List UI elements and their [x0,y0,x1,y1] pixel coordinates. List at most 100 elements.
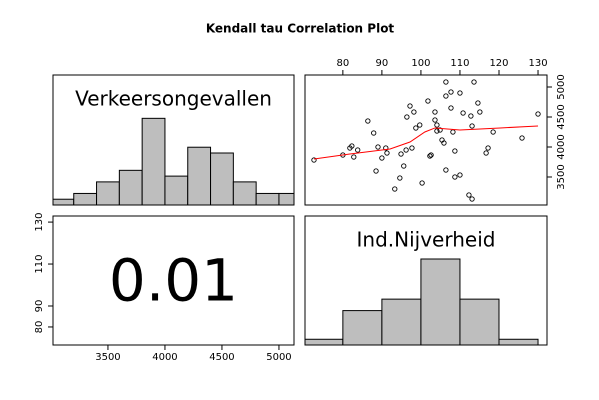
histogram-bar [53,198,75,205]
scatter-point [384,150,390,156]
panel-content [53,117,294,205]
scatter-point [432,109,438,115]
x-tick-label: 90 [376,58,389,69]
scatter-point [413,125,419,131]
scatter-point [411,109,417,115]
scatter-point [409,145,415,151]
scatter-point [375,144,381,150]
correlation-value: 0.01 [109,247,238,315]
scatter-point [437,127,443,133]
scatter-point [428,152,434,158]
scatter-point [443,93,449,99]
x-tick-label: 4000 [152,352,177,363]
histogram-bar [232,181,257,205]
y-tick-label: 110 [34,254,45,273]
scatter-point [452,174,458,180]
scatter-point [471,79,477,85]
scatter-point [355,147,361,153]
scatter-point [434,122,440,128]
histogram-bar [255,192,280,205]
histogram-bar [118,169,143,205]
panel-content [305,258,539,345]
scatter-point [419,180,425,186]
scatter-point [432,117,438,123]
scatter-point [457,172,463,178]
histogram-bar [459,298,500,345]
scatter-point [351,154,357,160]
scatter-point [460,110,466,116]
y-tick-label: 4500 [556,104,567,129]
scatter-point [448,89,454,95]
y-tick-label: 90 [34,300,45,313]
scatter-point [434,128,440,134]
scatter-point [490,129,496,135]
scatter-point [457,90,463,96]
y-tick-label: 3500 [556,164,567,189]
histogram-bar [305,338,344,345]
scatter-point [469,123,475,129]
scatter-point [483,150,489,156]
x-tick-label: 100 [411,58,430,69]
panel-frame [304,215,548,346]
scatter-point [398,151,404,157]
scatter-point [404,114,410,120]
scatter-point [311,157,317,163]
scatter-point [425,98,431,104]
variable-label: Ind.Nijverheid [357,228,496,252]
scatter-point [443,167,449,173]
y-tick-label: 130 [34,213,45,232]
scatter-point [397,175,403,181]
scatter-point [407,103,413,109]
panel-frame [52,74,295,206]
x-tick-label: 130 [528,58,547,69]
scatter-point [468,113,474,119]
scatter-point [485,145,491,151]
scatter-point [383,145,389,151]
x-tick-label: 120 [489,58,508,69]
histogram-bar [381,298,422,345]
scatter-point [365,118,371,124]
histogram-bar [96,181,120,205]
scatter-point [448,105,454,111]
scatter-point [477,109,483,115]
panel-content [311,79,541,202]
scatter-point [466,192,472,198]
x-tick-label: 80 [336,58,349,69]
x-tick-label: 110 [450,58,469,69]
histogram-bar [164,175,189,205]
scatter-point [371,130,377,136]
x-tick-label: 5000 [266,352,291,363]
panel-frame [304,74,548,206]
scatter-point [443,79,449,85]
histogram-bar [187,146,212,205]
scatter-point [469,196,475,202]
x-tick-label: 3500 [95,352,120,363]
histogram-bar [498,338,539,345]
scatter-point [535,111,541,117]
scatter-point [379,155,385,161]
scatter-point [519,135,525,141]
y-tick-label: 5000 [556,74,567,99]
scatter-point [441,140,447,146]
scatter-point [452,148,458,154]
scatter-point [417,122,423,128]
histogram-bar [141,117,166,205]
scatter-point [401,163,407,169]
y-tick-label: 80 [34,321,45,334]
smooth-line [313,125,539,160]
scatter-point [349,143,355,149]
histogram-bar [420,258,461,345]
x-tick-label: 4500 [209,352,234,363]
y-tick-label: 4000 [556,134,567,159]
scatter-point [392,186,398,192]
histogram-bar [73,192,98,205]
chart-title: Kendall tau Correlation Plot [206,22,395,36]
histogram-bar [342,310,383,345]
variable-label: Verkeersongevallen [75,87,272,111]
scatter-point [427,153,433,159]
scatter-point [403,147,409,153]
histogram-bar [210,152,234,205]
scatter-point [373,168,379,174]
